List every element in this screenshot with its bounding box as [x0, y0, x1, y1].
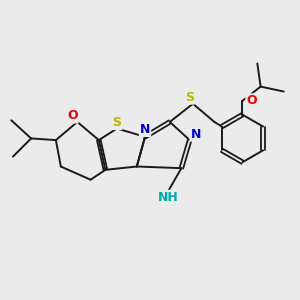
Text: O: O	[246, 94, 257, 107]
Text: N: N	[140, 123, 150, 136]
Text: S: S	[185, 91, 194, 104]
Text: N: N	[190, 128, 201, 141]
Text: O: O	[67, 110, 78, 122]
Text: S: S	[112, 116, 122, 129]
Text: NH: NH	[158, 191, 178, 204]
